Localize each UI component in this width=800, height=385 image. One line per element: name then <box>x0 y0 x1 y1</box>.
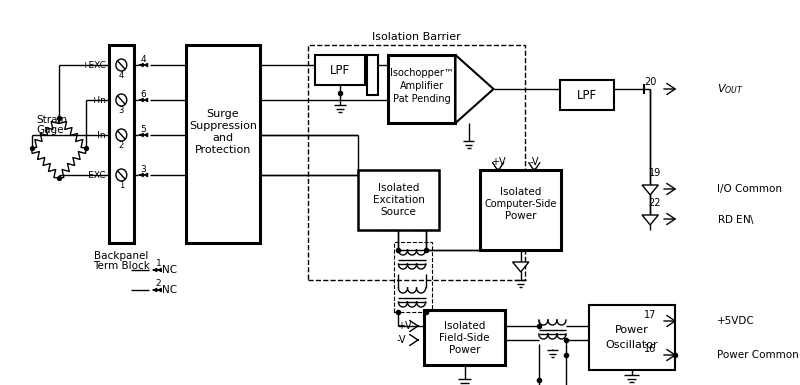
Circle shape <box>116 129 126 141</box>
Text: Excitation: Excitation <box>373 195 424 205</box>
Text: 4: 4 <box>118 70 124 79</box>
Text: and: and <box>212 133 234 143</box>
Text: 20: 20 <box>644 77 656 87</box>
Text: Source: Source <box>381 207 416 217</box>
Polygon shape <box>455 55 494 123</box>
Text: RD EN$\backslash$: RD EN$\backslash$ <box>718 213 755 226</box>
Bar <box>560 80 614 110</box>
Text: Isolated: Isolated <box>378 183 419 193</box>
Bar <box>589 305 674 370</box>
Text: I/O Common: I/O Common <box>718 184 782 194</box>
Text: 16: 16 <box>644 344 656 354</box>
Text: Oscillator: Oscillator <box>606 340 658 350</box>
Text: Protection: Protection <box>194 145 251 155</box>
Text: -V: -V <box>397 335 406 345</box>
Text: 22: 22 <box>649 198 661 208</box>
Text: 2: 2 <box>118 141 124 149</box>
Text: Power Common: Power Common <box>718 350 799 360</box>
Circle shape <box>116 94 126 106</box>
Text: Computer-Side: Computer-Side <box>485 199 557 209</box>
Bar <box>366 55 378 95</box>
Circle shape <box>116 59 126 71</box>
Text: Isolation Barrier: Isolation Barrier <box>372 32 461 42</box>
Text: Backpanel: Backpanel <box>94 251 149 261</box>
Text: Pat Pending: Pat Pending <box>393 94 450 104</box>
Bar <box>387 55 455 123</box>
Text: NC: NC <box>162 285 177 295</box>
Text: 2: 2 <box>156 278 162 288</box>
Text: +In: +In <box>90 95 106 104</box>
Text: 4: 4 <box>140 55 146 64</box>
Text: +EXC: +EXC <box>81 60 106 70</box>
Text: 3: 3 <box>140 164 146 174</box>
Polygon shape <box>513 262 529 272</box>
Text: 17: 17 <box>644 310 656 320</box>
Text: Strain: Strain <box>36 115 67 125</box>
Text: 6: 6 <box>140 89 146 99</box>
Text: Isochopper™: Isochopper™ <box>390 68 454 78</box>
Text: 19: 19 <box>649 168 661 178</box>
Circle shape <box>116 169 126 181</box>
Bar <box>394 242 432 312</box>
Text: Gage: Gage <box>36 125 64 135</box>
Polygon shape <box>642 215 658 225</box>
Text: 3: 3 <box>118 105 124 114</box>
Text: -EXC: -EXC <box>86 171 106 179</box>
Text: 5: 5 <box>140 124 146 134</box>
Text: NC: NC <box>162 265 177 275</box>
Text: -V: -V <box>530 157 539 167</box>
Text: Field-Side: Field-Side <box>439 333 490 343</box>
Bar <box>315 55 365 85</box>
Text: $V_{OUT}$: $V_{OUT}$ <box>718 82 744 96</box>
Text: +V: +V <box>397 321 411 331</box>
Text: +5VDC: +5VDC <box>718 316 755 326</box>
Text: Amplifier: Amplifier <box>399 81 443 91</box>
Text: Suppression: Suppression <box>189 121 257 131</box>
Polygon shape <box>642 185 658 195</box>
Bar <box>109 45 134 243</box>
Text: Power: Power <box>614 325 649 335</box>
Text: LPF: LPF <box>330 64 350 77</box>
Text: Isolated: Isolated <box>444 321 486 331</box>
Bar <box>186 45 260 243</box>
Text: 1: 1 <box>155 258 162 268</box>
Text: Isolated: Isolated <box>500 187 542 197</box>
Bar <box>480 170 562 250</box>
Bar <box>308 45 526 280</box>
Text: Power: Power <box>505 211 537 221</box>
Bar <box>424 310 506 365</box>
Text: LPF: LPF <box>577 89 597 102</box>
Text: 1: 1 <box>118 181 124 189</box>
Text: Surge: Surge <box>206 109 239 119</box>
Bar <box>358 170 439 230</box>
Text: Term Block: Term Block <box>93 261 150 271</box>
Text: +V: +V <box>490 157 506 167</box>
Text: -In: -In <box>94 131 106 139</box>
Text: Power: Power <box>449 345 480 355</box>
